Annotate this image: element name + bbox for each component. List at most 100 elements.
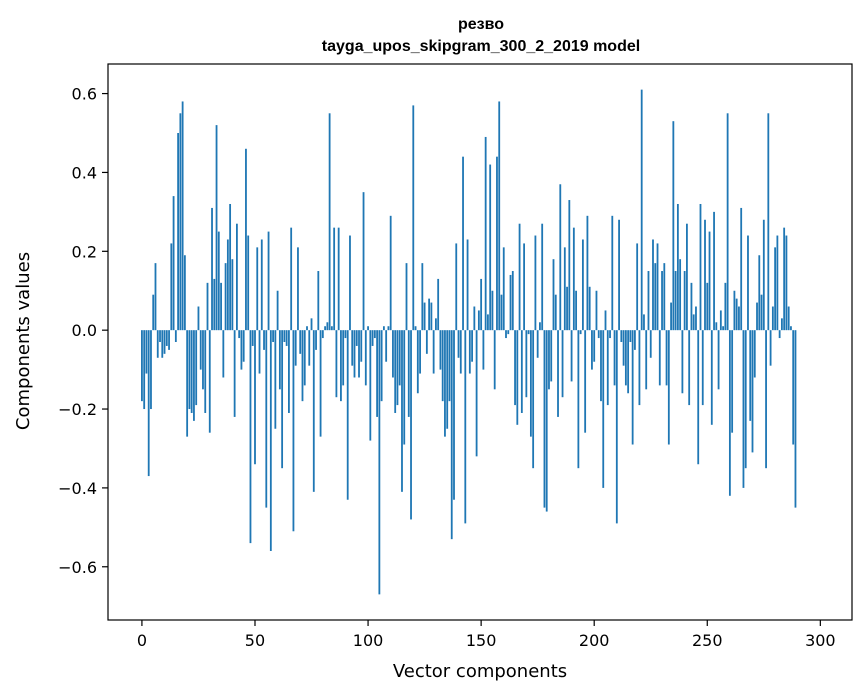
bar: [141, 330, 143, 402]
bar: [611, 215, 614, 331]
bar: [742, 330, 745, 488]
bar: [353, 330, 356, 378]
bar: [554, 294, 557, 331]
bar: [367, 326, 369, 331]
bar: [579, 330, 582, 335]
bar: [455, 243, 458, 331]
bar: [758, 255, 761, 331]
bar: [634, 330, 636, 350]
bar: [401, 330, 403, 492]
bar: [717, 330, 720, 390]
bar: [489, 164, 492, 331]
bar: [706, 282, 709, 331]
bar: [523, 243, 525, 331]
bar: [701, 330, 704, 406]
bar: [527, 330, 530, 335]
bar: [321, 330, 324, 339]
bar: [726, 113, 729, 331]
bar: [776, 235, 779, 331]
bar: [561, 330, 564, 398]
y-tick-label: 0.2: [72, 242, 97, 261]
bar: [355, 330, 358, 346]
bar: [206, 282, 209, 331]
x-axis-label: Vector components: [393, 661, 567, 682]
bar: [471, 330, 473, 362]
bar: [439, 330, 442, 370]
bar: [514, 330, 516, 406]
bar: [541, 223, 544, 331]
bar: [577, 330, 580, 469]
x-tick-label: 50: [245, 631, 265, 650]
bar: [502, 247, 505, 331]
bar: [747, 235, 749, 331]
bar: [715, 322, 718, 331]
bar: [265, 330, 268, 508]
bar: [658, 330, 661, 386]
bar: [548, 330, 550, 390]
bar: [419, 330, 421, 374]
bar: [269, 330, 272, 551]
chart-subtitle: tayga_upos_skipgram_300_2_2019 model: [322, 38, 640, 55]
bar: [545, 330, 548, 512]
bar: [496, 156, 498, 331]
bar: [226, 239, 229, 331]
bar: [150, 330, 152, 410]
bar: [566, 286, 568, 331]
bar: [762, 219, 765, 331]
x-tick-label: 250: [692, 631, 723, 650]
bar: [482, 330, 485, 370]
y-axis-ticks: −0.6 −0.4 −0.2 0.0 0.2 0.4 0.6: [58, 85, 108, 577]
bar: [215, 125, 218, 331]
bar: [760, 294, 763, 331]
bar: [337, 227, 340, 331]
bar: [699, 203, 702, 331]
bar: [274, 330, 277, 429]
bar: [615, 330, 618, 524]
x-tick-label: 300: [805, 631, 836, 650]
bar: [217, 231, 220, 331]
bar: [236, 223, 238, 331]
bar: [170, 243, 173, 331]
bar: [369, 330, 372, 441]
bar: [667, 330, 670, 445]
bar: [744, 330, 747, 469]
bar: [412, 105, 415, 331]
bar: [229, 203, 232, 331]
bar: [303, 330, 306, 386]
bar: [290, 227, 293, 331]
bar: [738, 306, 740, 331]
bar: [416, 330, 419, 394]
bar: [292, 330, 295, 532]
bar: [328, 113, 331, 331]
bar: [688, 330, 691, 406]
bar: [245, 148, 247, 331]
bar: [358, 330, 360, 378]
bar: [435, 318, 437, 331]
bar: [349, 235, 351, 331]
bar: [272, 330, 274, 342]
bar: [224, 263, 227, 331]
bar: [790, 326, 792, 331]
bar: [258, 330, 261, 374]
bar: [263, 330, 265, 350]
bar: [575, 290, 578, 331]
bar: [731, 330, 734, 433]
bar: [627, 330, 630, 394]
x-axis-ticks: 0 50 100 150 200 250 300: [137, 620, 836, 650]
bar: [392, 330, 394, 378]
bar: [686, 223, 688, 331]
bar: [260, 239, 263, 331]
bar: [511, 271, 514, 331]
bar: [629, 330, 632, 342]
bar: [794, 330, 797, 508]
bar: [636, 243, 639, 331]
bar: [414, 326, 417, 331]
bar: [446, 330, 449, 429]
bar: [600, 330, 602, 402]
bar: [344, 330, 347, 339]
bar: [771, 306, 774, 331]
bar: [423, 302, 426, 331]
bar: [444, 330, 446, 437]
bar: [484, 136, 487, 331]
bar: [333, 227, 336, 331]
